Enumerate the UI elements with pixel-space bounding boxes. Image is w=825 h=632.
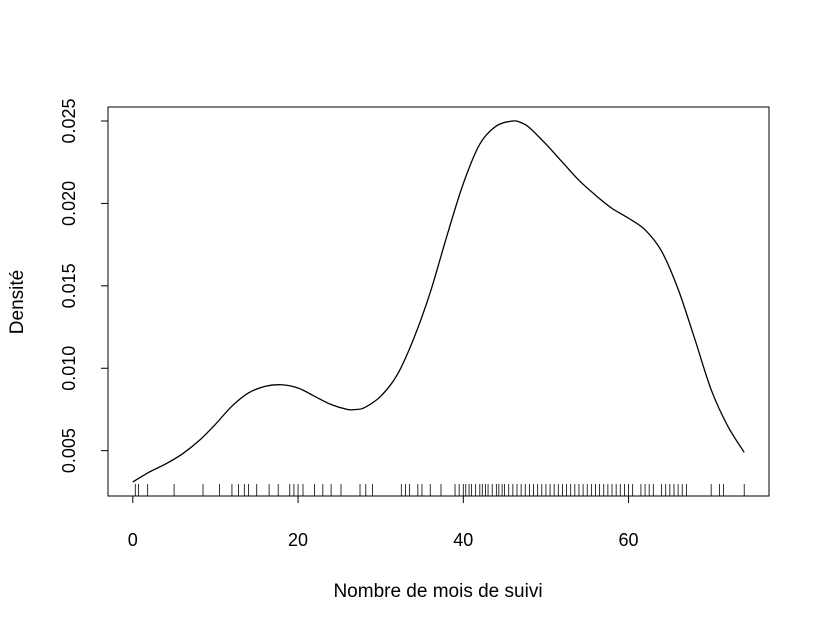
y-tick-label: 0.025 <box>59 98 79 143</box>
x-tick-label: 0 <box>128 530 138 550</box>
x-tick-label: 20 <box>288 530 308 550</box>
y-tick-label: 0.010 <box>59 346 79 391</box>
x-axis-label: Nombre de mois de suivi <box>333 581 542 602</box>
y-tick-label: 0.015 <box>59 263 79 308</box>
x-tick-label: 40 <box>453 530 473 550</box>
y-axis-label: Densité <box>7 270 28 334</box>
x-tick-label: 60 <box>619 530 639 550</box>
plot-frame <box>107 106 770 497</box>
y-axis: 0.005 0.010 0.015 0.020 0.025 <box>59 98 109 473</box>
y-tick-label: 0.020 <box>59 181 79 226</box>
y-tick-label: 0.005 <box>59 428 79 473</box>
x-axis: 0 20 40 60 <box>128 495 639 550</box>
density-curve <box>132 120 745 483</box>
rug-marks <box>134 484 745 496</box>
